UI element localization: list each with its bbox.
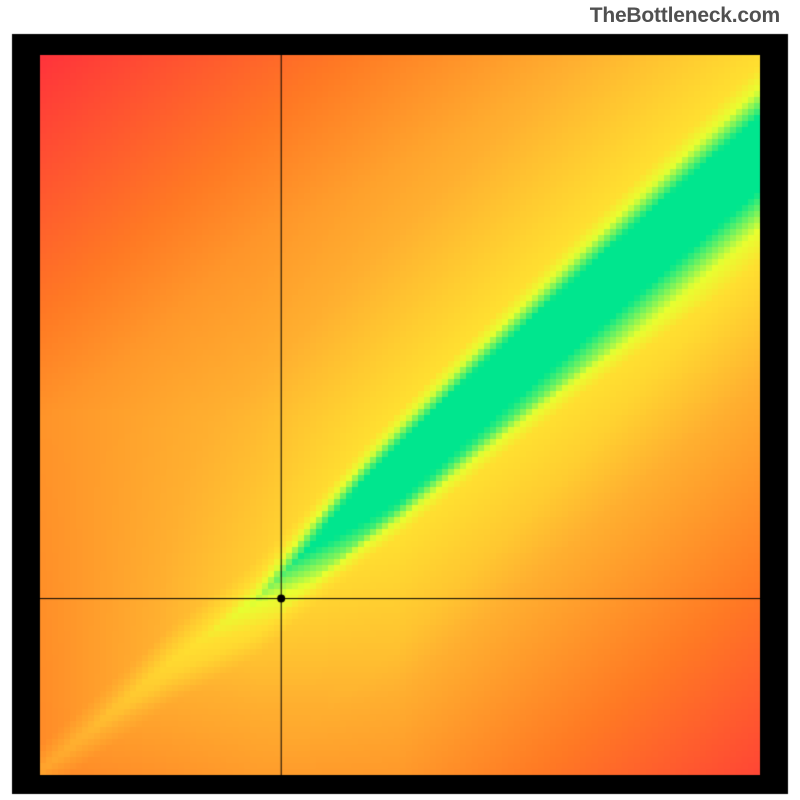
bottleneck-heatmap [0, 0, 800, 800]
chart-container: TheBottleneck.com [0, 0, 800, 800]
